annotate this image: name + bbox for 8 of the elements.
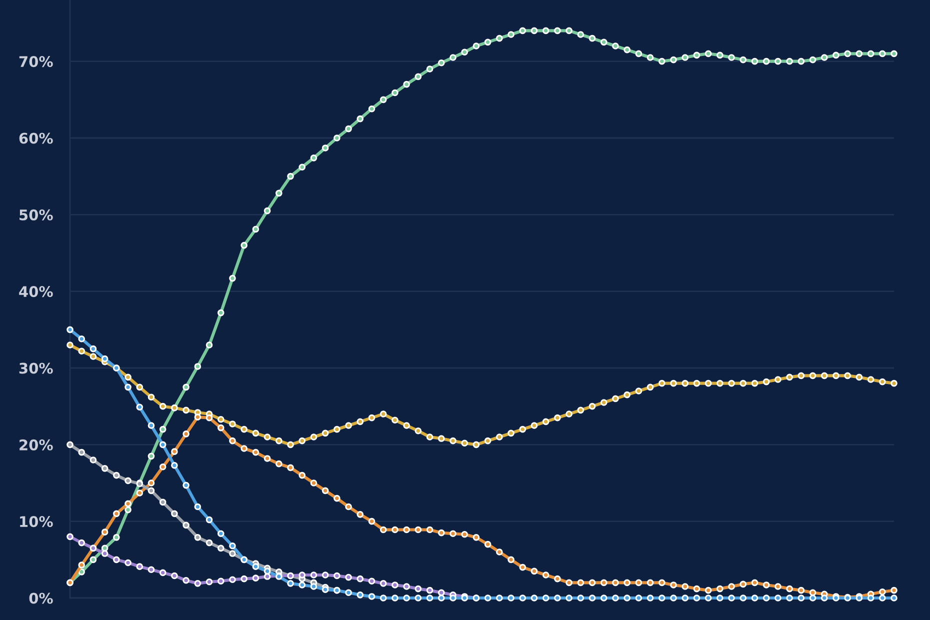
y-tick-label: 50% <box>20 209 53 220</box>
y-tick-label: 30% <box>19 362 53 374</box>
y-tick-label: 10% <box>20 516 53 528</box>
y-tick-label: 40% <box>19 286 53 298</box>
y-tick-label: 20% <box>20 439 53 450</box>
y-tick-label: 60% <box>19 132 53 144</box>
y-tick-label: 70% <box>19 56 53 68</box>
y-tick-label: 0% <box>29 592 53 604</box>
